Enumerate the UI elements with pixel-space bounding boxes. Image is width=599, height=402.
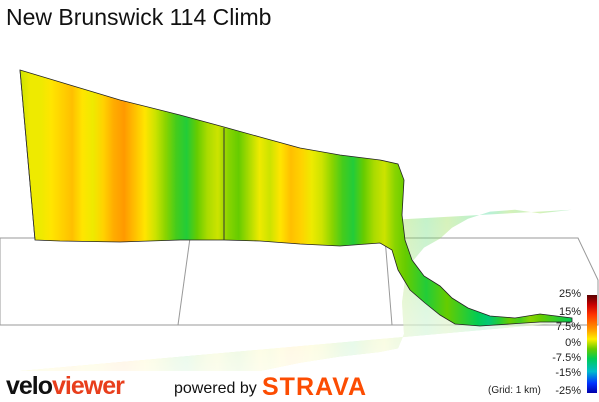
legend-tick: -7.5% [552,352,581,364]
legend-tick: -15% [555,367,581,379]
grid-line-2 [384,237,393,326]
brand-part2: viewer [52,372,125,400]
chart-title: New Brunswick 114 Climb [6,4,272,30]
reflection-fade [20,209,572,371]
legend-tick: 15% [558,306,581,318]
veloviewer-logo[interactable]: veloviewer [6,372,125,401]
powered-by-text: powered by [174,380,257,397]
profile-wall [19,69,573,327]
legend-color-bar [587,295,597,393]
grid-plane [0,237,599,326]
legend-tick: -25% [555,385,581,397]
grid-floor [0,237,599,326]
legend-tick: 7.5% [555,321,581,333]
grid-note: (Grid: 1 km) [488,385,541,396]
strava-logo[interactable]: STRAVA [262,373,368,401]
legend-tick: 25% [558,288,581,300]
brand-part1: velo [6,372,53,400]
left-edge [19,69,36,241]
grid-line-1 [177,237,191,326]
legend-tick: 0% [565,337,581,349]
